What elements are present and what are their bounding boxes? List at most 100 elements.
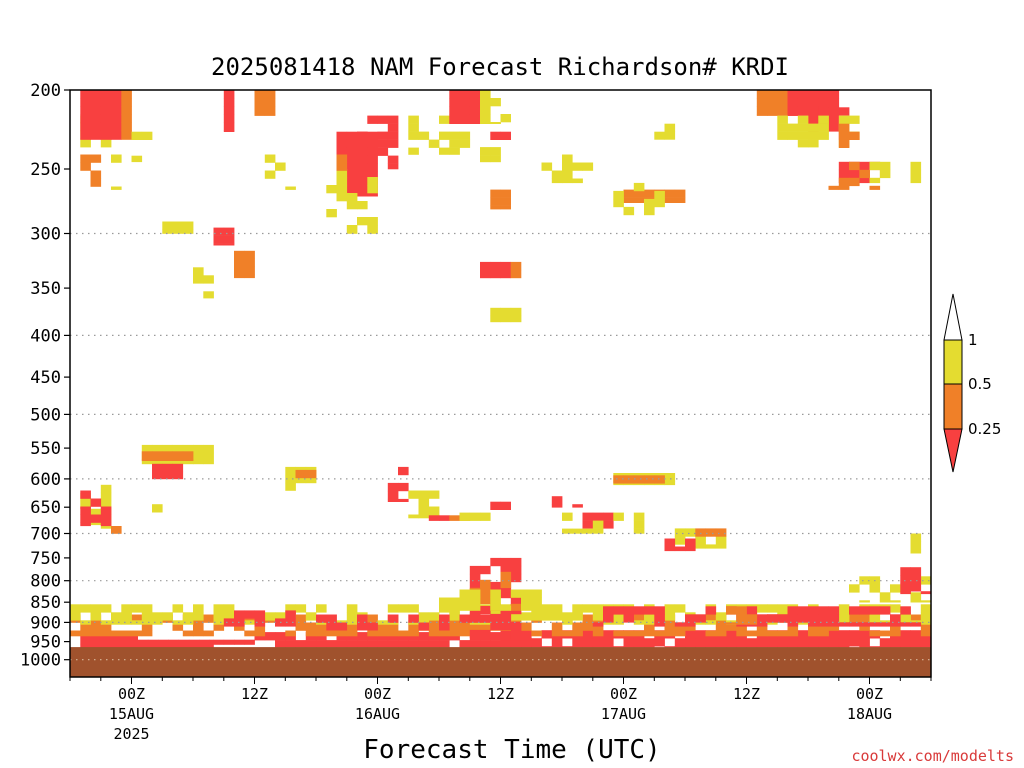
heatmap-cell — [111, 98, 122, 107]
heatmap-cell — [469, 629, 481, 639]
heatmap-cell — [367, 177, 378, 186]
heatmap-cell — [459, 90, 471, 99]
heatmap-cell — [408, 514, 419, 519]
heatmap-cell — [111, 186, 122, 190]
heatmap-cell — [275, 640, 286, 648]
heatmap-cell — [613, 198, 624, 208]
y-tick-label: 450 — [30, 368, 61, 388]
heatmap-cell — [797, 606, 809, 615]
heatmap-cell — [633, 182, 645, 192]
heatmap-cell — [90, 508, 102, 518]
heatmap-cell — [459, 122, 471, 124]
heatmap-cell — [398, 482, 409, 492]
heatmap-cell — [100, 506, 112, 515]
heatmap-cell — [541, 162, 553, 171]
heatmap-cell — [387, 622, 399, 631]
heatmap-cell — [531, 646, 542, 648]
heatmap-cell — [336, 193, 348, 202]
heatmap-cell — [326, 630, 337, 637]
heatmap-cell — [121, 114, 132, 123]
heatmap-cell — [705, 606, 717, 615]
heatmap-cell — [480, 587, 491, 597]
heatmap-cell — [510, 629, 522, 639]
heatmap-cell — [490, 501, 501, 510]
heatmap-cell — [377, 622, 389, 631]
heatmap-cell — [695, 630, 706, 639]
heatmap-cell — [408, 614, 419, 623]
y-tick-label: 200 — [30, 81, 61, 101]
heatmap-cell — [510, 612, 522, 621]
heatmap-cell — [182, 630, 194, 637]
heatmap-cell — [346, 612, 358, 621]
heatmap-cell — [797, 638, 809, 647]
heatmap-cell — [838, 169, 850, 179]
heatmap-cell — [234, 250, 245, 260]
heatmap-cell — [459, 605, 471, 611]
heatmap-cell — [736, 622, 747, 625]
heatmap-cell — [838, 622, 850, 627]
heatmap-cell — [346, 139, 358, 148]
heatmap-cell — [295, 622, 307, 631]
heatmap-cell — [787, 614, 799, 623]
x-tick-day-label: 15AUG — [109, 705, 154, 723]
heatmap-cell — [818, 622, 829, 631]
heatmap-cell — [674, 622, 686, 631]
heatmap-cell — [275, 612, 286, 621]
heatmap-cell — [346, 179, 358, 188]
y-tick-label: 600 — [30, 470, 61, 490]
heatmap-cell — [664, 538, 676, 547]
heatmap-cell — [900, 606, 911, 615]
heatmap-cell — [469, 512, 481, 521]
heatmap-cell — [152, 444, 163, 454]
heatmap-cell — [736, 630, 747, 637]
heatmap-cell — [172, 460, 184, 465]
heatmap-cell — [111, 130, 122, 139]
heatmap-cell — [910, 575, 922, 584]
heatmap-cell — [562, 620, 573, 625]
heatmap-cell — [254, 622, 266, 631]
heatmap-cell — [336, 139, 348, 148]
heatmap-cell — [603, 630, 614, 639]
heatmap-cell — [326, 622, 337, 631]
heatmap-cell — [510, 565, 522, 575]
heatmap-cell — [480, 595, 491, 605]
heatmap-cell — [264, 632, 276, 641]
heatmap-cell — [562, 170, 573, 179]
heatmap-cell — [500, 621, 512, 631]
heatmap-cell — [551, 646, 563, 648]
heatmap-cell — [644, 612, 655, 621]
heatmap-cell — [346, 225, 358, 234]
heatmap-cell — [910, 592, 922, 601]
heatmap-cell — [623, 606, 635, 615]
heatmap-cell — [357, 614, 368, 623]
heatmap-cell — [111, 90, 122, 99]
heatmap-cell — [910, 600, 922, 603]
heatmap-cell — [726, 622, 737, 625]
heatmap-cell — [254, 114, 266, 116]
heatmap-cell — [162, 612, 173, 621]
heatmap-cell — [869, 630, 881, 637]
legend-swatch-below-0.25 — [943, 428, 963, 473]
heatmap-cell — [141, 444, 153, 454]
heatmap-cell — [80, 635, 91, 645]
heatmap-cell — [582, 520, 594, 529]
x-axis-label: Forecast Time (UTC) — [363, 735, 660, 765]
heatmap-cell — [168, 639, 179, 648]
x-tick-label: 00Z — [364, 685, 391, 703]
heatmap-cell — [644, 198, 655, 208]
heatmap-cell — [469, 565, 481, 575]
heatmap-cell — [480, 605, 491, 615]
heatmap-cell — [849, 161, 860, 171]
heatmap-cell — [592, 604, 604, 613]
heatmap-cell — [500, 579, 512, 589]
heatmap-cell — [147, 639, 159, 648]
x-tick-label: 00Z — [856, 685, 883, 703]
heatmap-cell — [357, 217, 368, 226]
heatmap-cell — [80, 506, 91, 515]
heatmap-cell — [346, 640, 358, 648]
heatmap-cell — [500, 613, 512, 623]
heatmap-cell — [685, 622, 696, 627]
heatmap-cell — [510, 597, 522, 607]
heatmap-cell — [100, 492, 112, 502]
heatmap-cell — [510, 589, 522, 598]
